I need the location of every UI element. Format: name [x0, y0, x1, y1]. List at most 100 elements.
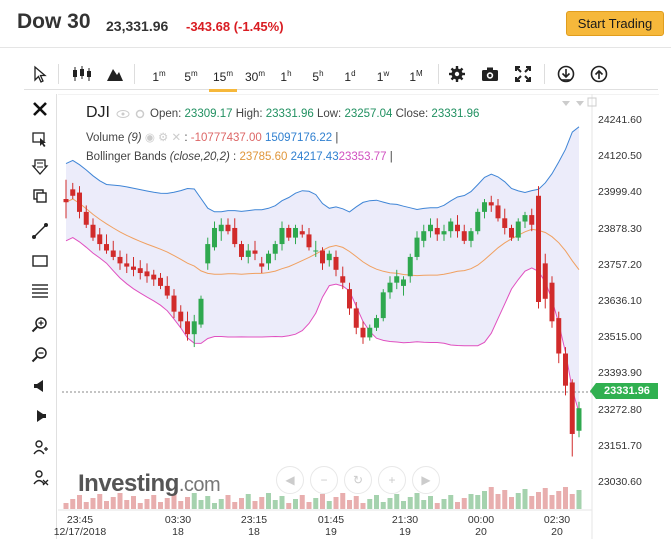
instrument-title: Dow 30	[17, 10, 91, 33]
candle-body	[144, 271, 150, 277]
candle	[448, 218, 454, 238]
upload-icon[interactable]	[590, 64, 608, 84]
line-icon[interactable]	[31, 222, 49, 240]
select-icon[interactable]	[31, 130, 49, 148]
camera-icon[interactable]	[481, 64, 499, 84]
candle-body	[151, 274, 157, 280]
fullscreen-icon[interactable]	[514, 64, 532, 84]
speaker-left-icon[interactable]	[31, 377, 49, 395]
y-tick-label: 24241.60	[598, 114, 642, 126]
volume-bar	[434, 503, 440, 509]
candle-body	[387, 282, 393, 293]
zoom-in-nav-icon[interactable]: +	[378, 466, 406, 494]
volume-bar	[421, 500, 427, 509]
download-icon[interactable]	[557, 64, 575, 84]
candle-body	[495, 205, 501, 219]
volume-bar	[556, 491, 562, 509]
zoom-out-icon[interactable]	[31, 346, 49, 364]
mountain-icon[interactable]	[106, 64, 124, 84]
brush-icon[interactable]	[31, 158, 49, 176]
cursor-icon[interactable]	[32, 64, 48, 84]
toolbar-divider	[438, 64, 439, 84]
volume-bar	[117, 493, 123, 509]
candle-body	[333, 256, 339, 270]
candle-body	[394, 276, 400, 283]
collapse-icon[interactable]	[562, 101, 570, 106]
candle	[313, 240, 319, 257]
candle	[104, 234, 109, 254]
candle-body	[171, 295, 177, 312]
candle	[468, 227, 474, 248]
candle	[218, 218, 224, 241]
rectangle-icon[interactable]	[31, 252, 49, 270]
timeframe-1w[interactable]: 1w	[376, 69, 390, 84]
legend-icons[interactable]: ◉ ⚙ ✕	[144, 132, 182, 144]
timeframe-15m[interactable]: 15m	[209, 64, 237, 92]
volume-bar	[191, 493, 197, 509]
candle-body	[360, 327, 366, 338]
volume-bar	[394, 494, 400, 509]
crosshair-icon[interactable]	[31, 468, 49, 486]
candle-body	[502, 218, 508, 228]
candle	[549, 276, 555, 328]
zoom-out-nav-icon[interactable]: −	[310, 466, 338, 494]
scroll-right-icon[interactable]: ▶	[412, 466, 440, 494]
scroll-left-icon[interactable]: ◀	[276, 466, 304, 494]
close-icon[interactable]	[31, 100, 49, 118]
x-tick-label: 23:45 12/17/2018	[53, 514, 107, 538]
candle	[299, 224, 305, 238]
legend-visibility-icons	[116, 109, 145, 119]
timeframe-5m[interactable]: 5m	[184, 69, 198, 84]
candle-body	[299, 231, 305, 235]
candle-body	[522, 215, 528, 222]
start-trading-button[interactable]: Start Trading	[566, 11, 664, 36]
volume-bar	[124, 500, 130, 509]
candle-body	[232, 227, 238, 245]
reset-nav-icon[interactable]: ↻	[344, 466, 372, 494]
measure-icon[interactable]	[31, 438, 49, 456]
candle	[164, 276, 170, 299]
copy-icon[interactable]	[31, 187, 49, 205]
timeframe-1h[interactable]: 1h	[280, 69, 292, 84]
gear-icon[interactable]	[448, 64, 466, 84]
candle-body	[340, 276, 346, 283]
bb-label: Bollinger Bands	[86, 151, 167, 163]
candle	[414, 231, 420, 261]
candle	[374, 314, 379, 331]
x-tick-label: 02:30 20	[543, 514, 571, 538]
volume-bar	[259, 497, 265, 509]
fib-icon[interactable]	[31, 282, 49, 300]
timeframe-5h[interactable]: 5h	[312, 69, 324, 84]
volume-value-up: 15097176.22	[264, 132, 333, 144]
zoom-in-icon[interactable]	[31, 316, 49, 334]
timeframe-1M[interactable]: 1M	[409, 69, 423, 84]
candle-body	[428, 224, 433, 232]
candle-body	[77, 192, 82, 212]
timeframe-1m[interactable]: 1m	[152, 69, 166, 84]
candlestick-icon[interactable]	[71, 64, 93, 84]
price-chart[interactable]	[58, 94, 659, 539]
candle-body	[286, 227, 292, 238]
candle	[266, 250, 271, 270]
speaker-right-icon[interactable]	[31, 407, 49, 425]
timeframe-30m[interactable]: 30m	[244, 69, 266, 84]
last-price: 23,331.96	[106, 18, 169, 34]
volume-bar	[549, 495, 555, 509]
expand-icon[interactable]	[576, 101, 584, 106]
volume-bar	[522, 489, 528, 509]
volume-bar	[205, 496, 211, 509]
candle	[97, 227, 103, 251]
candle-body	[185, 321, 190, 335]
volume-bar	[482, 491, 487, 509]
candle	[407, 253, 413, 283]
candle	[482, 199, 487, 219]
candle	[394, 269, 400, 290]
volume-bar	[212, 503, 217, 509]
maximize-icon[interactable]	[587, 97, 597, 107]
candle-body	[178, 311, 184, 322]
candle-body	[380, 292, 386, 319]
candle	[333, 250, 339, 277]
candle	[306, 227, 312, 251]
timeframe-1d[interactable]: 1d	[344, 69, 356, 84]
volume-label: Volume	[86, 132, 125, 144]
